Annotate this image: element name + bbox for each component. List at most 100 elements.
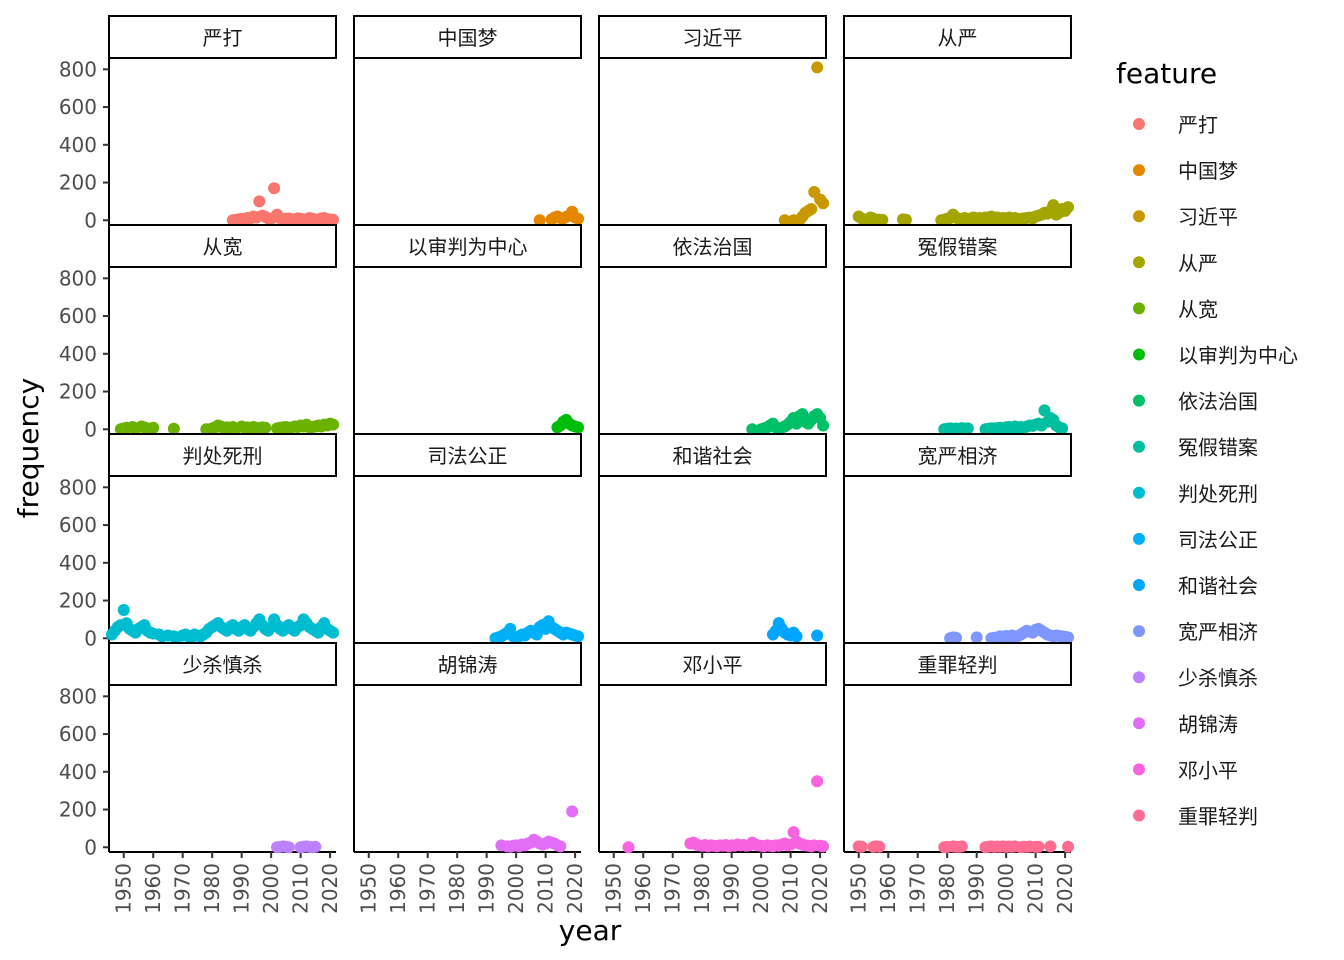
legend-key: [1133, 440, 1145, 453]
data-point: [811, 61, 824, 74]
legend-label: 胡锦涛: [1178, 712, 1238, 736]
x-tick-label: 1980: [445, 863, 469, 914]
data-point: [855, 840, 868, 853]
facet-panel: 中国梦: [353, 15, 585, 227]
data-point: [970, 631, 983, 644]
x-tick-label: 2000: [994, 863, 1018, 914]
facet-strip: [353, 224, 582, 268]
facet-strip: [598, 433, 827, 477]
x-tick-label: 1970: [416, 863, 440, 914]
y-tick-label: 0: [84, 417, 97, 441]
y-tick-label: 400: [59, 760, 97, 784]
x-tick-label: 1990: [230, 863, 254, 914]
x-tick-label: 1960: [631, 863, 655, 914]
data-point: [1044, 840, 1057, 853]
y-tick-label: 800: [59, 266, 97, 290]
data-point: [1062, 201, 1075, 214]
data-point: [259, 421, 272, 434]
x-tick-label: 2020: [563, 863, 587, 914]
facet-panel: 少杀慎杀 0 200 400 600 800 1950 1960 1970 1980 1990 200…: [59, 642, 342, 914]
facet-strip-label: 少杀慎杀: [183, 653, 263, 677]
x-tick-label: 1970: [906, 863, 930, 914]
x-tick-label: 2010: [779, 863, 803, 914]
legend-key: [1133, 532, 1145, 545]
x-tick-label: 1960: [141, 863, 165, 914]
facet-strip-label: 宽严相济: [918, 444, 998, 468]
facet-panel: 和谐社会: [598, 433, 827, 644]
legend-key: [1133, 486, 1145, 499]
facet-panel: 胡锦涛 1950 1960 1970 1980 1990 2000 2010 2020: [353, 642, 587, 914]
data-point: [572, 630, 585, 643]
facet-panel: 邓小平 1950 1960 1970 1980 1990 2000 2010 2020: [598, 642, 832, 914]
y-tick-label: 600: [59, 722, 97, 746]
legend-key: [1133, 763, 1145, 776]
facet-panel: 依法治国: [598, 224, 830, 436]
x-tick-label: 1950: [357, 863, 381, 914]
x-tick-label: 2010: [289, 863, 313, 914]
y-tick-label: 600: [59, 304, 97, 328]
x-axis-title: year: [559, 914, 622, 947]
x-tick-label: 1960: [876, 863, 900, 914]
facet-strip-label: 重罪轻判: [918, 653, 998, 677]
x-tick-label: 2010: [1024, 863, 1048, 914]
data-point: [811, 775, 824, 788]
x-tick-label: 1980: [935, 863, 959, 914]
facet-strip-label: 中国梦: [438, 26, 498, 50]
legend-label: 判处死刑: [1178, 482, 1258, 506]
facet-panel: 司法公正: [353, 433, 585, 645]
x-tick-label: 1950: [602, 863, 626, 914]
legend-key: [1133, 717, 1145, 730]
data-point: [268, 182, 281, 195]
data-point: [955, 840, 968, 853]
x-tick-label: 1950: [847, 863, 871, 914]
x-tick-label: 1970: [661, 863, 685, 914]
facet-strip-label: 习近平: [683, 26, 743, 50]
data-point: [899, 213, 912, 226]
facet-strip-label: 严打: [203, 26, 243, 50]
y-tick-label: 200: [59, 589, 97, 613]
data-point: [876, 213, 889, 226]
data-point: [961, 422, 974, 435]
x-tick-label: 2000: [749, 863, 773, 914]
data-point: [950, 631, 963, 644]
data-point: [309, 840, 322, 853]
y-tick-label: 400: [59, 342, 97, 366]
data-point: [811, 629, 824, 642]
legend-label: 严打: [1178, 113, 1218, 137]
x-tick-label: 2020: [318, 863, 342, 914]
data-point: [817, 197, 830, 210]
legend-label: 重罪轻判: [1178, 805, 1258, 829]
legend-label: 少杀慎杀: [1178, 666, 1258, 690]
legend-key: [1133, 625, 1145, 638]
legend-label: 司法公正: [1178, 528, 1258, 552]
x-tick-label: 1950: [112, 863, 136, 914]
facet-strip: [108, 433, 337, 477]
legend-key: [1133, 118, 1145, 130]
legend-label: 从宽: [1178, 297, 1218, 321]
data-point: [253, 195, 266, 208]
facet-panel: 严打 0 200 400 600 800: [59, 15, 340, 232]
y-tick-label: 800: [59, 684, 97, 708]
legend-label: 从严: [1178, 251, 1218, 275]
y-tick-label: 200: [59, 380, 97, 404]
facet-strip: [843, 15, 1072, 59]
facet-strip-label: 胡锦涛: [438, 653, 498, 677]
y-tick-label: 800: [59, 57, 97, 81]
facet-strip-label: 和谐社会: [673, 444, 753, 468]
facet-strip: [598, 15, 827, 59]
data-point: [533, 214, 546, 227]
legend-key: [1133, 348, 1145, 361]
data-point: [147, 421, 160, 434]
legend: feature 严打中国梦习近平从严从宽以审判为中心依法治国冤假错案判处死刑司法…: [1116, 57, 1298, 829]
y-tick-label: 0: [84, 835, 97, 859]
legend-label: 中国梦: [1178, 159, 1238, 183]
data-point: [327, 213, 340, 226]
y-tick-label: 400: [59, 551, 97, 575]
x-tick-label: 1990: [720, 863, 744, 914]
y-axis-title: frequency: [12, 378, 45, 518]
facet-panel: 以审判为中心: [353, 224, 585, 435]
data-point: [817, 840, 830, 853]
facet-strip: [353, 433, 582, 477]
legend-key: [1133, 809, 1145, 822]
